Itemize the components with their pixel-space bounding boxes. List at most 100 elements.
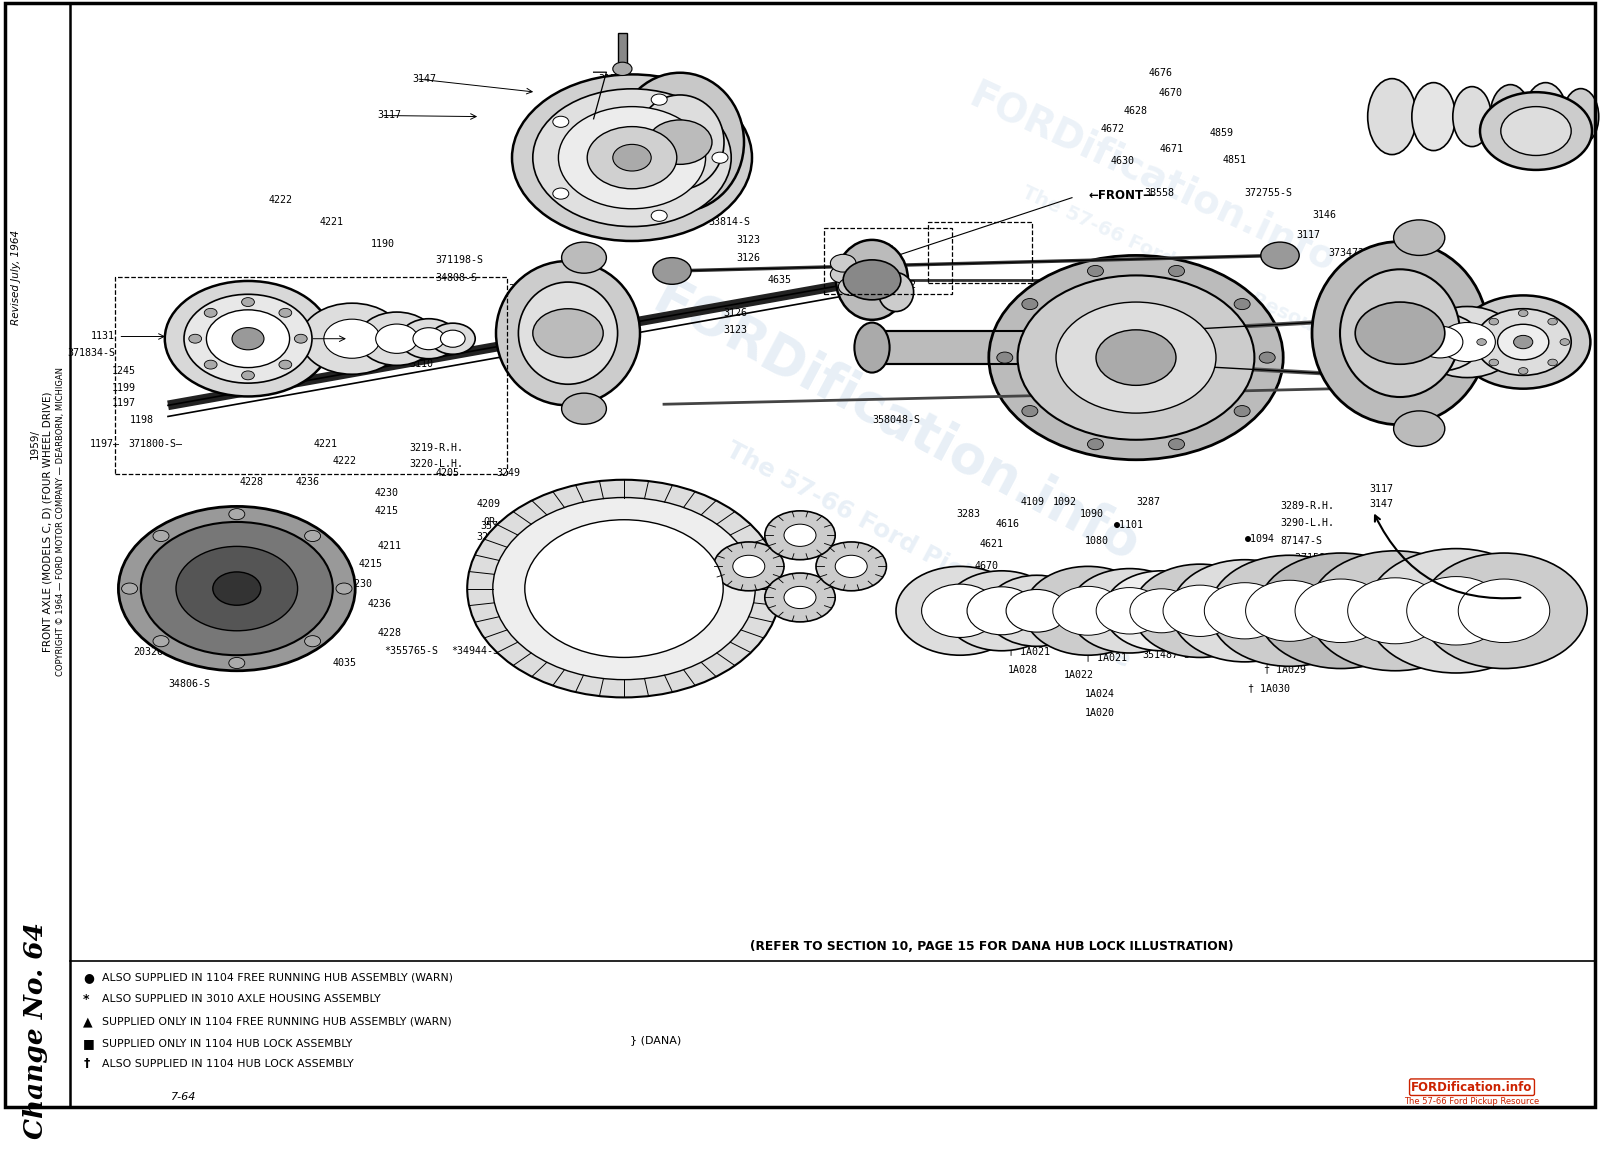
Circle shape	[294, 334, 307, 343]
Text: 3126: 3126	[736, 253, 760, 262]
Text: ●1094: ●1094	[1245, 534, 1275, 544]
Text: 1A022: 1A022	[1064, 670, 1094, 680]
Ellipse shape	[1563, 89, 1598, 144]
Text: 7-64: 7-64	[171, 1093, 197, 1102]
Ellipse shape	[1411, 83, 1456, 150]
Ellipse shape	[1453, 87, 1491, 147]
Circle shape	[966, 587, 1037, 635]
Circle shape	[493, 498, 755, 679]
Text: (REFER TO SECTION 10, PAGE 15 FOR DANA HUB LOCK ILLUSTRATION): (REFER TO SECTION 10, PAGE 15 FOR DANA H…	[750, 940, 1234, 953]
Circle shape	[1006, 589, 1067, 632]
Text: 7C099: 7C099	[1264, 648, 1294, 658]
Circle shape	[430, 323, 475, 355]
Circle shape	[1168, 266, 1184, 276]
Circle shape	[440, 330, 466, 348]
Circle shape	[712, 152, 728, 163]
Circle shape	[1130, 589, 1194, 633]
Circle shape	[358, 312, 435, 365]
Circle shape	[154, 530, 170, 542]
Ellipse shape	[518, 282, 618, 385]
Text: †371834-S: †371834-S	[1027, 593, 1082, 603]
Text: OR: OR	[1344, 264, 1357, 275]
Circle shape	[304, 635, 320, 647]
Circle shape	[1560, 338, 1570, 345]
Circle shape	[651, 210, 667, 222]
Text: SUPPLIED ONLY IN 1104 FREE RUNNING HUB ASSEMBLY (WARN): SUPPLIED ONLY IN 1104 FREE RUNNING HUB A…	[102, 1016, 453, 1027]
Circle shape	[1379, 320, 1443, 364]
Text: 1090: 1090	[1080, 509, 1104, 520]
Circle shape	[986, 575, 1088, 647]
Text: † 1A021: † 1A021	[1085, 653, 1126, 663]
Circle shape	[1490, 359, 1499, 366]
Circle shape	[838, 277, 864, 296]
Text: 4192: 4192	[147, 576, 171, 587]
Text: 4628: 4628	[1123, 106, 1147, 116]
Circle shape	[765, 511, 835, 560]
Ellipse shape	[496, 261, 640, 405]
Text: 4205: 4205	[435, 468, 459, 478]
Text: 1080: 1080	[1085, 536, 1109, 546]
Text: *: *	[83, 993, 90, 1006]
Text: 4109: 4109	[1021, 497, 1045, 507]
Text: †376122-S: †376122-S	[1280, 633, 1334, 642]
Circle shape	[1480, 92, 1592, 170]
Text: 358048-S: 358048-S	[872, 415, 920, 425]
Circle shape	[1294, 579, 1387, 642]
Ellipse shape	[1490, 84, 1531, 149]
Circle shape	[989, 255, 1283, 460]
Text: ●1101: ●1101	[1114, 520, 1144, 530]
Text: 3105: 3105	[365, 342, 389, 351]
Circle shape	[336, 583, 352, 594]
Text: 1104: 1104	[307, 334, 331, 344]
Text: 1198: 1198	[130, 415, 154, 425]
Circle shape	[206, 310, 290, 367]
Circle shape	[1069, 568, 1190, 653]
Circle shape	[1205, 582, 1285, 639]
Text: 1A020: 1A020	[1085, 708, 1115, 718]
Circle shape	[1053, 587, 1123, 635]
Circle shape	[1096, 588, 1163, 634]
Circle shape	[562, 243, 606, 274]
Text: 3131-L.H.: 3131-L.H.	[598, 92, 653, 103]
Circle shape	[1168, 439, 1184, 449]
Text: 4222: 4222	[301, 568, 325, 578]
Circle shape	[922, 584, 998, 638]
Text: 374424-S: 374424-S	[1008, 581, 1056, 591]
Text: 371800-S—: 371800-S—	[128, 439, 182, 449]
Circle shape	[1088, 266, 1104, 276]
Text: 4236: 4236	[368, 599, 392, 609]
Circle shape	[1475, 308, 1571, 375]
Circle shape	[1246, 580, 1334, 641]
Text: ALSO SUPPLIED IN 3010 AXLE HOUSING ASSEMBLY: ALSO SUPPLIED IN 3010 AXLE HOUSING ASSEM…	[102, 994, 381, 1005]
Circle shape	[122, 583, 138, 594]
Bar	[824, 228, 952, 295]
Text: 1131: 1131	[91, 331, 115, 342]
Text: 351487-S: 351487-S	[1142, 650, 1190, 661]
Text: 3110: 3110	[410, 359, 434, 370]
Text: 1093: 1093	[1251, 617, 1275, 627]
Circle shape	[587, 127, 677, 188]
Text: 4215: 4215	[358, 559, 382, 569]
Circle shape	[1456, 296, 1590, 389]
Circle shape	[554, 188, 570, 199]
Circle shape	[1259, 352, 1275, 363]
Text: 371834-S: 371834-S	[67, 348, 115, 358]
Circle shape	[1418, 326, 1462, 358]
Circle shape	[213, 572, 261, 605]
Circle shape	[278, 308, 291, 318]
Circle shape	[562, 393, 606, 424]
Circle shape	[1163, 586, 1237, 636]
Circle shape	[118, 506, 355, 671]
Circle shape	[1018, 275, 1254, 440]
Text: 34808-S: 34808-S	[435, 273, 477, 283]
Text: 4211: 4211	[378, 542, 402, 551]
Circle shape	[1355, 303, 1445, 364]
Text: 3222: 3222	[477, 532, 501, 543]
Circle shape	[400, 319, 458, 359]
Text: 1092: 1092	[1053, 497, 1077, 507]
Text: † 1A021: † 1A021	[1008, 646, 1050, 656]
Circle shape	[613, 62, 632, 75]
Text: The 57-66 Ford Pickup Resource: The 57-66 Ford Pickup Resource	[1405, 1097, 1539, 1106]
Text: 1197: 1197	[112, 398, 136, 408]
Text: *3254: *3254	[864, 245, 894, 255]
